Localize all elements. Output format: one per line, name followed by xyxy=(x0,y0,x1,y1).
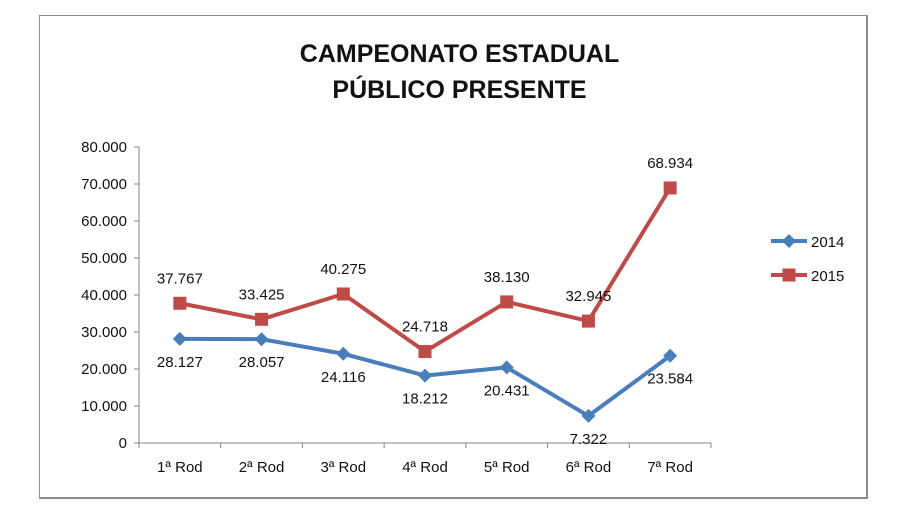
data-labels: 28.127 28.057 24.116 18.212 20.431 7.322 23.58… xyxy=(157,155,693,448)
data-label: 68.934 xyxy=(647,155,693,172)
y-tick-label: 10.000 xyxy=(81,398,127,415)
legend-label-2015: 2015 xyxy=(811,268,844,285)
x-tick-label: 3ª Rod xyxy=(320,459,366,476)
data-label: 37.767 xyxy=(157,270,203,287)
data-point-marker xyxy=(663,181,677,195)
y-tick-label: 30.000 xyxy=(81,324,127,341)
data-point-marker xyxy=(499,360,514,375)
data-label: 33.425 xyxy=(239,286,285,303)
y-tick-label: 50.000 xyxy=(81,250,127,267)
data-point-marker xyxy=(254,332,269,347)
x-tick-label: 5ª Rod xyxy=(484,459,530,476)
data-point-marker xyxy=(336,346,351,361)
x-tick-label: 4ª Rod xyxy=(402,459,448,476)
data-label: 7.322 xyxy=(570,431,608,448)
y-tick-label: 0 xyxy=(119,435,127,452)
data-point-marker xyxy=(500,295,514,309)
data-point-marker xyxy=(418,345,432,359)
x-tick-label: 2ª Rod xyxy=(239,459,285,476)
data-point-marker xyxy=(336,287,350,301)
data-label: 23.584 xyxy=(647,371,693,388)
data-label: 20.431 xyxy=(484,382,530,399)
x-tick-label: 1ª Rod xyxy=(157,459,203,476)
data-point-marker xyxy=(173,296,187,310)
y-tick-label: 70.000 xyxy=(81,176,127,193)
data-point-marker xyxy=(172,331,187,346)
chart-title-line-2: PÚBLICO PRESENTE xyxy=(332,76,587,104)
data-label: 28.057 xyxy=(239,354,285,371)
data-label: 24.116 xyxy=(321,369,366,386)
y-tick-label: 80.000 xyxy=(81,139,127,156)
data-point-marker xyxy=(581,314,595,328)
y-tick-label: 60.000 xyxy=(81,213,127,230)
data-label: 32.945 xyxy=(565,288,611,305)
data-point-marker xyxy=(255,312,269,326)
x-tick-label: 6ª Rod xyxy=(566,459,612,476)
y-tick-label: 20.000 xyxy=(81,361,127,378)
chart-title-line-1: CAMPEONATO ESTADUAL xyxy=(299,40,620,68)
legend-label-2014: 2014 xyxy=(811,234,844,251)
data-point-marker xyxy=(581,408,596,423)
legend-marker-icon xyxy=(782,268,796,282)
data-label: 24.718 xyxy=(402,319,448,336)
legend: 2014 2015 xyxy=(771,234,844,285)
data-point-marker xyxy=(418,368,432,383)
data-point-marker xyxy=(663,348,678,363)
series-group xyxy=(172,181,678,423)
data-label: 28.127 xyxy=(157,354,203,371)
data-label: 40.275 xyxy=(320,261,366,278)
chart-title: CAMPEONATO ESTADUAL PÚBLICO PRESENTE xyxy=(0,36,919,108)
y-tick-label: 40.000 xyxy=(81,287,127,304)
x-tick-label: 7ª Rod xyxy=(647,459,693,476)
data-label: 18.212 xyxy=(402,391,448,408)
data-label: 38.130 xyxy=(484,269,530,286)
axes: 0 10.000 20.000 30.000 40.000 50.000 60.000 70.… xyxy=(81,139,712,476)
chart-frame xyxy=(39,15,868,499)
legend-marker-icon xyxy=(782,234,796,248)
